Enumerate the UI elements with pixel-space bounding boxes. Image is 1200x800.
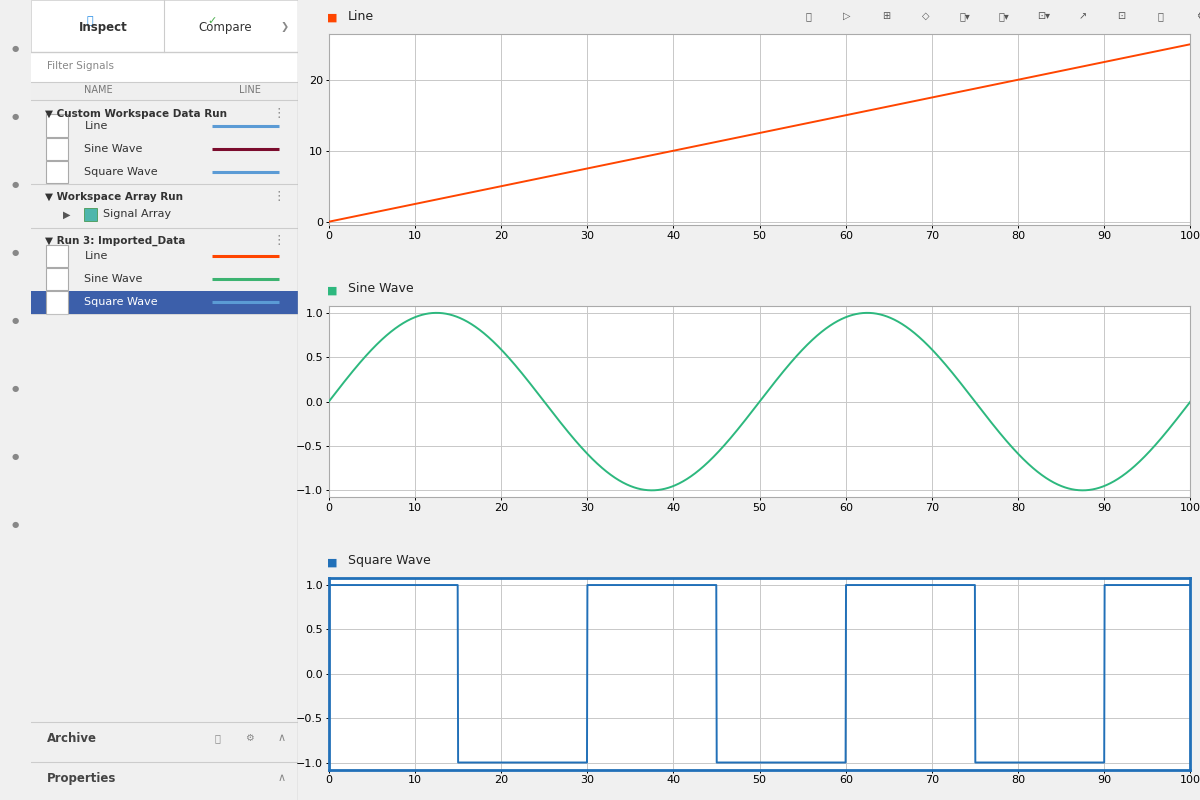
Text: ■: ■ <box>328 13 341 23</box>
Text: ◇: ◇ <box>922 11 929 21</box>
Text: Filter Signals: Filter Signals <box>47 62 114 71</box>
Text: ■: ■ <box>328 558 341 567</box>
Text: ⋮: ⋮ <box>272 107 286 120</box>
Text: ▼ Custom Workspace Data Run: ▼ Custom Workspace Data Run <box>44 109 227 118</box>
Text: Line: Line <box>84 251 108 261</box>
FancyBboxPatch shape <box>46 291 68 314</box>
Text: Square Wave: Square Wave <box>348 554 431 567</box>
Text: Compare: Compare <box>199 21 252 34</box>
Text: 〜▾: 〜▾ <box>960 11 970 21</box>
Bar <box>31 52 298 82</box>
Text: ⊞: ⊞ <box>882 11 890 21</box>
FancyBboxPatch shape <box>46 161 68 183</box>
Bar <box>31 0 298 52</box>
Bar <box>31 291 298 314</box>
FancyBboxPatch shape <box>46 138 68 160</box>
Text: NAME: NAME <box>84 86 113 95</box>
Text: ⚙: ⚙ <box>245 734 254 743</box>
Text: Square Wave: Square Wave <box>84 167 158 177</box>
Text: ●: ● <box>12 451 19 461</box>
Text: ⋮: ⋮ <box>272 190 286 203</box>
Bar <box>31 82 298 100</box>
Text: Line: Line <box>348 10 374 23</box>
Text: ▼ Run 3: Imported_Data: ▼ Run 3: Imported_Data <box>44 236 185 246</box>
Text: Properties: Properties <box>47 772 116 785</box>
Text: ✋: ✋ <box>805 11 811 21</box>
Text: Sine Wave: Sine Wave <box>348 282 413 295</box>
Text: ↗: ↗ <box>1079 11 1086 21</box>
Text: ⋮: ⋮ <box>272 234 286 247</box>
Text: ▷: ▷ <box>844 11 851 21</box>
Text: Line: Line <box>84 121 108 130</box>
Bar <box>84 208 97 221</box>
Text: ▼ Workspace Array Run: ▼ Workspace Array Run <box>44 192 182 202</box>
Text: Signal Array: Signal Array <box>103 210 172 219</box>
Text: ⊡: ⊡ <box>1117 11 1126 21</box>
FancyBboxPatch shape <box>46 245 68 267</box>
Text: LINE: LINE <box>239 86 260 95</box>
Text: ❯: ❯ <box>281 22 288 32</box>
Text: ●: ● <box>12 247 19 257</box>
Text: ■: ■ <box>328 286 341 295</box>
Text: 🗑: 🗑 <box>215 734 221 743</box>
Text: ●: ● <box>12 519 19 529</box>
Text: Square Wave: Square Wave <box>84 298 158 307</box>
FancyBboxPatch shape <box>46 114 68 137</box>
Text: Sine Wave: Sine Wave <box>84 144 143 154</box>
Text: ●: ● <box>12 111 19 121</box>
Text: ∧: ∧ <box>277 734 286 743</box>
Text: ✓: ✓ <box>208 16 217 26</box>
Text: ⊡▾: ⊡▾ <box>1037 11 1050 21</box>
Text: ⚙: ⚙ <box>1195 11 1200 21</box>
Text: Inspect: Inspect <box>79 21 127 34</box>
Text: Archive: Archive <box>47 732 97 745</box>
Text: ●: ● <box>12 179 19 189</box>
FancyBboxPatch shape <box>46 268 68 290</box>
Text: ●: ● <box>12 315 19 325</box>
Text: ▶: ▶ <box>64 210 71 219</box>
Text: 🔍: 🔍 <box>86 16 94 26</box>
Text: ●: ● <box>12 383 19 393</box>
Text: Sine Wave: Sine Wave <box>84 274 143 284</box>
Text: ●: ● <box>12 43 19 53</box>
Text: ✓: ✓ <box>53 298 61 307</box>
Text: ∧: ∧ <box>277 774 286 783</box>
Text: 📷: 📷 <box>1158 11 1164 21</box>
Text: 🔍▾: 🔍▾ <box>998 11 1009 21</box>
